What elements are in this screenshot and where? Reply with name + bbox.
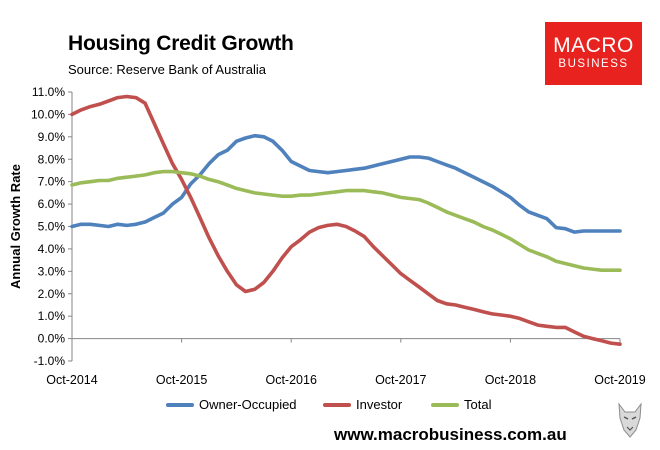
y-tick-label: -1.0% (34, 354, 66, 368)
x-tick-label: Oct-2018 (485, 373, 536, 387)
chart-title: Housing Credit Growth (68, 32, 294, 55)
y-tick-label: 7.0% (38, 175, 66, 189)
x-tick-label: Oct-2016 (265, 373, 316, 387)
legend-label-owner-occupied: Owner-Occupied (199, 397, 297, 412)
logo-text-bottom: BUSINESS (558, 58, 629, 70)
series-line-investor (70, 94, 622, 347)
legend-item-investor: Investor (323, 397, 402, 412)
website-url: www.macrobusiness.com.au (334, 425, 567, 444)
y-tick-label: 1.0% (38, 309, 66, 323)
series-line-total (70, 169, 622, 273)
chart-source: Source: Reserve Bank of Australia (68, 62, 266, 77)
legend-swatch-investor (323, 402, 351, 407)
y-tick-label: 11.0% (32, 85, 65, 99)
y-tick-label: 4.0% (38, 242, 66, 256)
y-tick-label: 0.0% (38, 332, 66, 346)
logo-text-top: MACRO (553, 34, 634, 57)
legend-label-total: Total (464, 397, 492, 412)
macrobusiness-logo: MACRO BUSINESS (545, 22, 642, 85)
x-tick-label: Oct-2014 (46, 373, 97, 387)
y-tick-label: 5.0% (38, 220, 66, 234)
y-tick-label: 3.0% (38, 264, 66, 278)
x-tick-label: Oct-2017 (375, 373, 426, 387)
legend-swatch-owner-occupied (166, 402, 194, 407)
legend-label-investor: Investor (356, 397, 403, 412)
y-tick-label: 9.0% (38, 130, 66, 144)
series-line-owner-occupied (70, 133, 622, 234)
wolf-logo-icon (618, 402, 642, 438)
legend-swatch-total (431, 402, 459, 407)
x-tick-label: Oct-2019 (594, 373, 645, 387)
legend-item-total: Total (431, 397, 491, 412)
x-tick-label: Oct-2015 (156, 373, 207, 387)
y-tick-label: 2.0% (38, 287, 66, 301)
y-tick-label: 8.0% (38, 152, 66, 166)
y-tick-label: 6.0% (38, 197, 66, 211)
legend-item-owner-occupied: Owner-Occupied (166, 397, 297, 412)
y-tick-label: 10.0% (31, 107, 65, 121)
chart-legend: Owner-Occupied Investor Total (0, 397, 660, 417)
y-axis-title: Annual Growth Rate (8, 164, 23, 289)
